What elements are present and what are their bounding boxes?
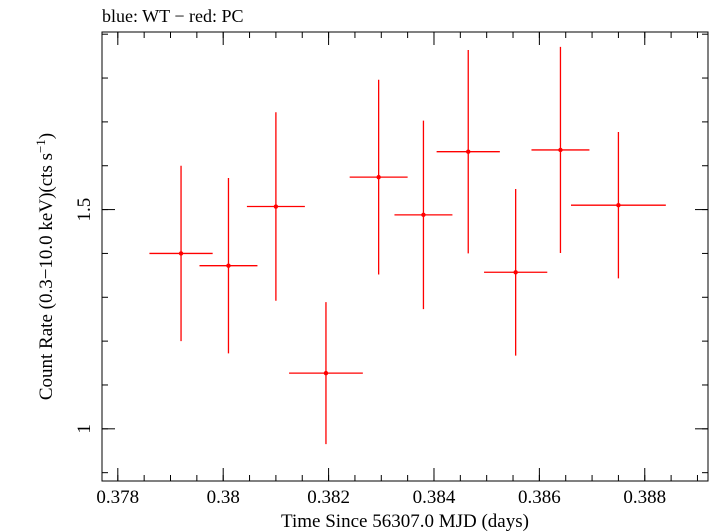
axis-ticks <box>102 32 708 481</box>
point-marker <box>466 149 471 154</box>
data-point <box>246 112 305 301</box>
point-marker <box>513 270 518 275</box>
data-point <box>531 46 590 253</box>
x-tick-label: 0.38 <box>207 487 240 508</box>
y-tick-label: 1.5 <box>74 198 95 222</box>
point-marker <box>178 251 184 256</box>
y-axis-label-main: Count Rate (0.3−10.0 keV)(cts s <box>36 153 57 400</box>
data-point <box>484 188 548 356</box>
point-marker <box>323 370 329 376</box>
x-tick-label: 0.384 <box>413 487 456 508</box>
data-points <box>149 46 666 445</box>
point-marker <box>273 204 279 209</box>
plot-frame <box>101 31 709 482</box>
plot-axes: 0.378 0.38 0.382 0.384 0.386 0.388 1 1.5 <box>74 31 709 508</box>
point-marker <box>376 174 381 180</box>
y-axis-label-end: ) <box>36 133 57 139</box>
point-marker <box>616 202 621 208</box>
y-axis-label: Count Rate (0.3−10.0 keV)(cts s−1) <box>33 133 57 400</box>
point-marker <box>558 147 563 153</box>
x-tick-label: 0.388 <box>623 487 666 508</box>
data-point <box>289 302 363 445</box>
point-marker <box>421 212 426 218</box>
x-tick-label: 0.386 <box>518 487 561 508</box>
y-axis-label-superscript: −1 <box>33 139 48 153</box>
data-point <box>349 79 408 275</box>
x-tick-label: 0.378 <box>96 487 139 508</box>
data-point <box>149 165 213 342</box>
data-point <box>436 49 500 254</box>
y-tick-label: 1 <box>74 424 95 434</box>
x-tick-label: 0.382 <box>307 487 350 508</box>
chart-title: blue: WT − red: PC <box>102 6 243 26</box>
point-marker <box>226 263 231 268</box>
data-point <box>570 131 666 279</box>
data-point <box>394 120 453 310</box>
x-axis-label: Time Since 56307.0 MJD (days) <box>281 511 529 532</box>
data-point <box>199 178 258 354</box>
axis-tick-labels: 0.378 0.38 0.382 0.384 0.386 0.388 1 1.5 <box>74 198 666 508</box>
